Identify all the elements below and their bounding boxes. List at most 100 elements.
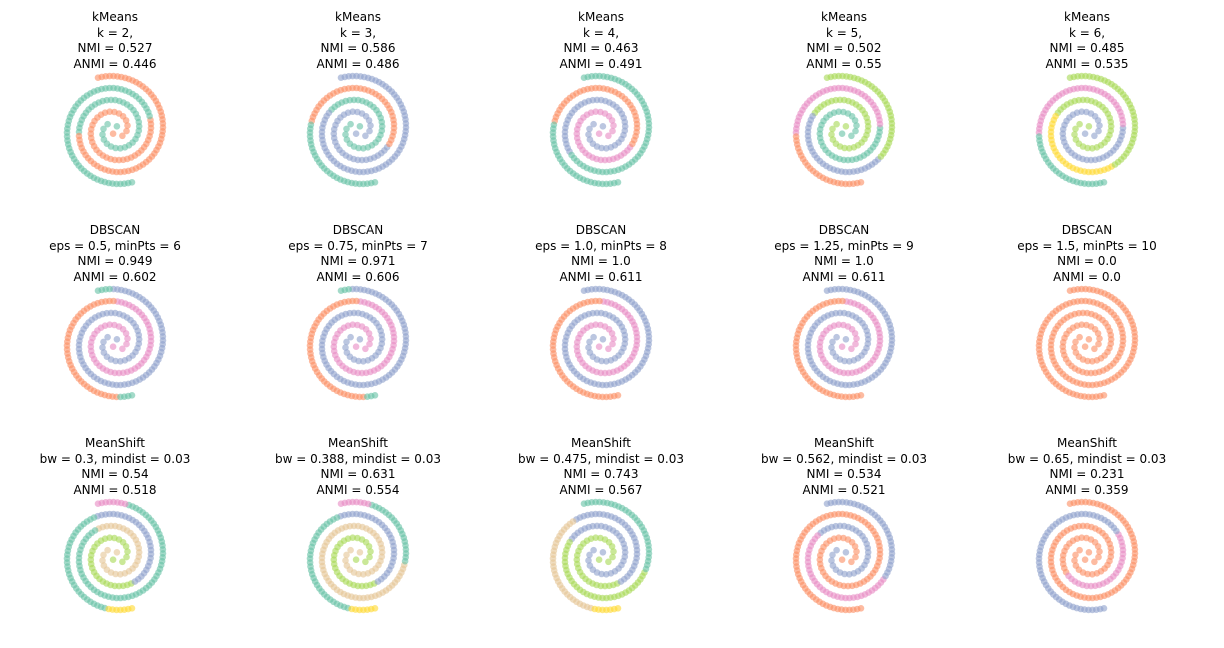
panel-title-line: DBSCAN bbox=[818, 223, 870, 237]
scatter-point bbox=[1076, 333, 1083, 341]
scatter-point bbox=[119, 345, 126, 353]
scatter-point bbox=[352, 556, 360, 563]
scatter-point bbox=[347, 120, 354, 128]
panel-title-line: MeanShift bbox=[85, 436, 145, 450]
scatter-point bbox=[111, 108, 118, 116]
scatter-point bbox=[838, 556, 846, 563]
scatter-point bbox=[100, 551, 107, 559]
scatter-point bbox=[590, 120, 597, 128]
panel-title-line: NMI = 0.0 bbox=[1057, 254, 1117, 268]
panel-title-line: NMI = 0.743 bbox=[563, 467, 639, 481]
spiral-scatter bbox=[549, 72, 653, 188]
scatter-point bbox=[585, 557, 592, 564]
scatter-point bbox=[1096, 548, 1103, 555]
panel-title: DBSCAN eps = 0.5, minPts = 6 NMI = 0.949 AN… bbox=[15, 223, 215, 285]
scatter-point bbox=[99, 557, 106, 564]
scatter-point bbox=[1084, 357, 1091, 365]
scatter-point bbox=[1081, 130, 1089, 137]
scatter-point bbox=[352, 343, 360, 350]
scatter-point bbox=[100, 338, 107, 346]
scatter-point bbox=[1083, 534, 1090, 542]
scatter-point bbox=[848, 345, 855, 353]
panel-title-line: NMI = 0.971 bbox=[320, 254, 396, 268]
panel-title-line: MeanShift bbox=[571, 436, 631, 450]
panel-title-line: NMI = 0.527 bbox=[77, 41, 153, 55]
panel-title-line: NMI = 0.586 bbox=[320, 41, 396, 55]
panel-title-line: k = 4, bbox=[582, 25, 620, 40]
scatter-point bbox=[1096, 335, 1103, 342]
panel-title-line: DBSCAN bbox=[332, 223, 384, 237]
panel-title: kMeans k = 2, NMI = 0.527 ANMI = 0.446 bbox=[15, 10, 215, 72]
scatter-point bbox=[119, 132, 126, 140]
panel-title-line: k = 5, bbox=[825, 25, 863, 40]
scatter-point bbox=[1084, 570, 1091, 578]
scatter-point bbox=[857, 605, 865, 612]
scatter-point bbox=[580, 287, 588, 294]
scatter-point bbox=[119, 558, 126, 566]
scatter-point bbox=[597, 108, 604, 116]
scatter-point bbox=[609, 340, 616, 348]
panel-title-line: eps = 1.0, minPts = 8 bbox=[535, 238, 667, 253]
spiral-scatter bbox=[306, 498, 410, 614]
scatter-point bbox=[355, 570, 362, 578]
scatter-point bbox=[598, 570, 605, 578]
scatter-point bbox=[838, 130, 846, 137]
panel-title-line: NMI = 0.534 bbox=[806, 467, 882, 481]
panel-title: kMeans k = 4, NMI = 0.463 ANMI = 0.491 bbox=[501, 10, 701, 72]
scatter-point bbox=[590, 546, 597, 554]
scatter-point bbox=[356, 336, 364, 343]
panel-title: MeanShift bw = 0.65, mindist = 0.03 NMI = … bbox=[987, 436, 1187, 498]
chart-panel-13: MeanShift bw = 0.475, mindist = 0.03 NMI =… bbox=[501, 426, 701, 636]
panel-title-line: ANMI = 0.491 bbox=[559, 56, 643, 71]
scatter-point bbox=[355, 144, 362, 152]
scatter-point bbox=[829, 551, 836, 559]
chart-panel-3: kMeans k = 4, NMI = 0.463 ANMI = 0.491 bbox=[501, 0, 701, 210]
panel-title-line: ANMI = 0.359 bbox=[1045, 482, 1129, 497]
scatter-point bbox=[352, 130, 360, 137]
scatter-point bbox=[354, 534, 361, 542]
panel-title-line: NMI = 1.0 bbox=[571, 254, 631, 268]
spiral-scatter bbox=[549, 285, 653, 401]
panel-title-line: NMI = 0.463 bbox=[563, 41, 639, 55]
scatter-point bbox=[343, 551, 350, 559]
panel-title-line: ANMI = 0.55 bbox=[806, 56, 882, 71]
spiral-scatter bbox=[549, 498, 653, 614]
scatter-point bbox=[853, 122, 860, 129]
scatter-point bbox=[354, 108, 361, 116]
scatter-point bbox=[1091, 132, 1098, 140]
spiral-scatter bbox=[1035, 72, 1139, 188]
scatter-point bbox=[597, 534, 604, 542]
scatter-point bbox=[586, 338, 593, 346]
scatter-point bbox=[111, 321, 118, 329]
scatter-point bbox=[840, 534, 847, 542]
scatter-point bbox=[123, 340, 130, 348]
scatter-point bbox=[595, 556, 603, 563]
scatter-point bbox=[828, 131, 835, 138]
scatter-point bbox=[614, 392, 622, 399]
scatter-point bbox=[1095, 340, 1102, 348]
scatter-point bbox=[371, 605, 379, 612]
panel-title: MeanShift bw = 0.475, mindist = 0.03 NMI =… bbox=[501, 436, 701, 498]
panel-title-line: NMI = 0.631 bbox=[320, 467, 396, 481]
scatter-point bbox=[841, 570, 848, 578]
scatter-point bbox=[833, 120, 840, 128]
panel-title-line: NMI = 0.485 bbox=[1049, 41, 1125, 55]
scatter-point bbox=[595, 343, 603, 350]
panel-title-line: eps = 1.5, minPts = 10 bbox=[1017, 238, 1157, 253]
panel-title-line: NMI = 0.54 bbox=[81, 467, 149, 481]
scatter-point bbox=[838, 343, 846, 350]
panel-title-line: ANMI = 0.602 bbox=[73, 269, 157, 284]
scatter-point bbox=[1083, 108, 1090, 116]
panel-title-line: ANMI = 0.518 bbox=[73, 482, 157, 497]
panel-title-line: MeanShift bbox=[328, 436, 388, 450]
scatter-point bbox=[113, 336, 121, 343]
scatter-point bbox=[1072, 338, 1079, 346]
scatter-point bbox=[610, 335, 617, 342]
panel-title-line: ANMI = 0.567 bbox=[559, 482, 643, 497]
scatter-point bbox=[99, 344, 106, 351]
scatter-point bbox=[1085, 336, 1093, 343]
scatter-point bbox=[128, 179, 136, 186]
scatter-point bbox=[586, 551, 593, 559]
scatter-point bbox=[94, 287, 102, 294]
scatter-point bbox=[609, 553, 616, 561]
